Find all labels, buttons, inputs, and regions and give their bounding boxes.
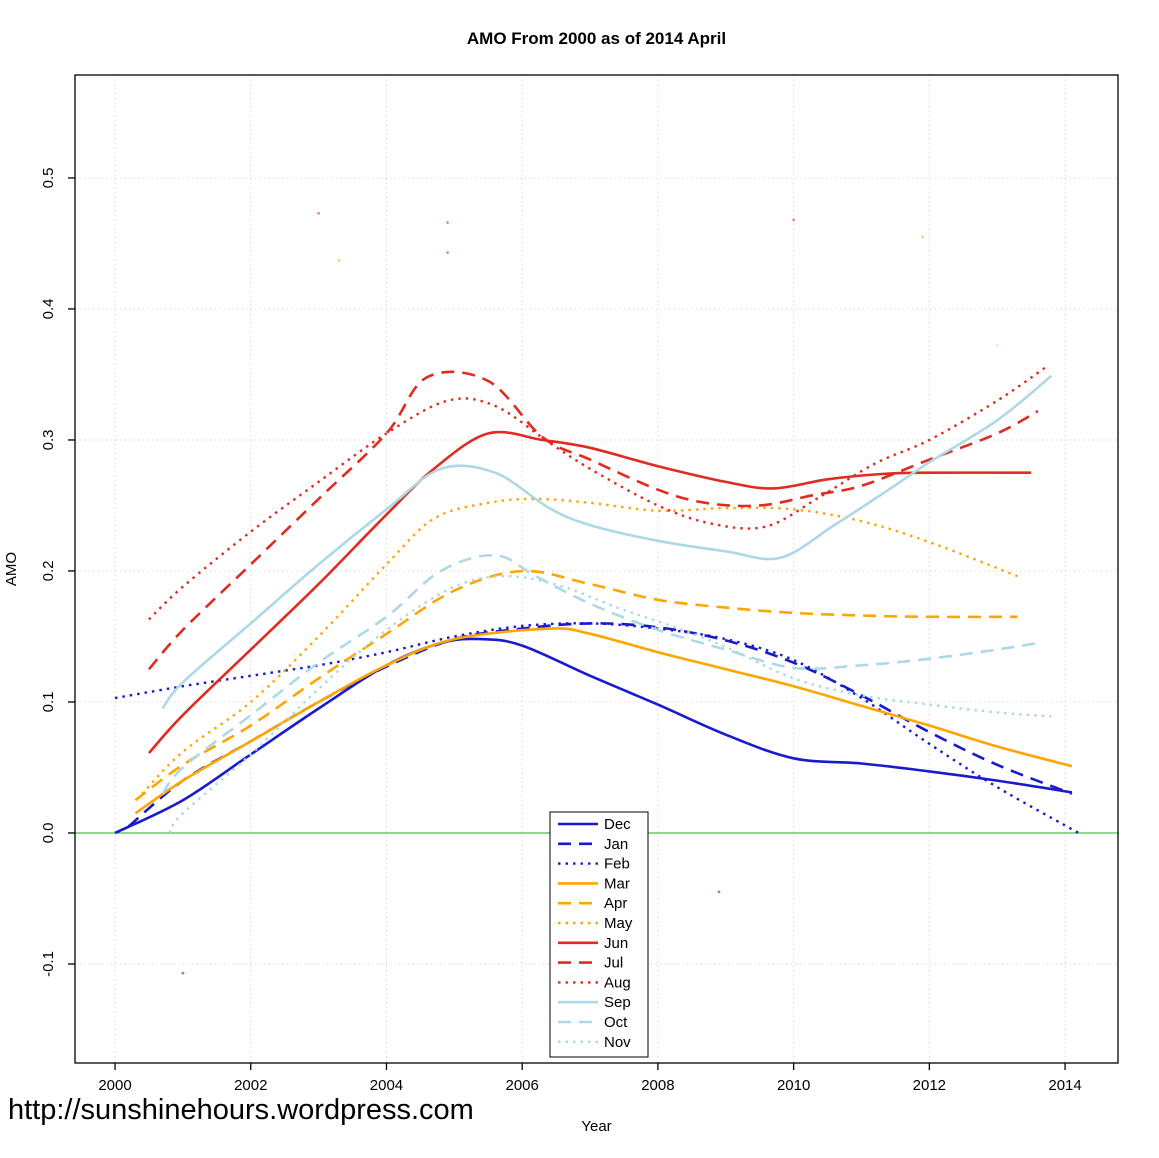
legend-label-mar: Mar	[604, 875, 630, 892]
y-tick-label: 0.0	[40, 823, 57, 844]
x-tick-label: 2004	[370, 1077, 403, 1094]
y-axis-label: AMO	[3, 552, 20, 586]
watermark-url: http://sunshinehours.wordpress.com	[8, 1094, 474, 1126]
stray-data-point	[317, 211, 321, 215]
stray-data-point	[792, 218, 796, 222]
series-line-aug	[148, 366, 1046, 621]
stray-data-point	[446, 221, 449, 224]
x-axis-label: Year	[581, 1118, 611, 1135]
plot-frame	[74, 74, 1119, 1064]
y-tick-label: -0.1	[40, 951, 57, 977]
y-tick-label: 0.1	[40, 692, 57, 713]
stray-data-point	[717, 890, 721, 894]
legend-box	[549, 811, 649, 1058]
stray-data-point	[995, 344, 999, 348]
x-tick-label: 2006	[506, 1077, 539, 1094]
stray-data-point	[921, 235, 924, 239]
legend-label-oct: Oct	[604, 1014, 628, 1031]
x-tick-label: 2002	[234, 1077, 267, 1094]
y-tick-label: 0.4	[40, 299, 57, 320]
series-line-jun	[147, 430, 1032, 754]
stray-data-point	[337, 259, 341, 262]
legend-label-jul: Jul	[604, 955, 623, 972]
stray-data-point	[181, 971, 185, 975]
legend-label-feb: Feb	[604, 856, 630, 873]
x-tick-label: 2014	[1048, 1077, 1081, 1094]
series-line-sep	[161, 374, 1053, 710]
legend-label-nov: Nov	[604, 1034, 631, 1051]
series-line-mar	[134, 627, 1073, 815]
x-tick-label: 2010	[777, 1077, 810, 1094]
chart-title: AMO From 2000 as of 2014 April	[467, 29, 726, 48]
series-line-oct	[161, 553, 1039, 795]
x-tick-label: 2000	[98, 1077, 131, 1094]
legend-label-apr: Apr	[604, 895, 627, 912]
x-tick-label: 2012	[913, 1077, 946, 1094]
series-line-dec	[114, 637, 1073, 835]
series-line-feb	[114, 622, 1080, 835]
y-tick-label: 0.5	[40, 168, 57, 189]
series-line-jul	[147, 370, 1039, 671]
y-tick-label: 0.3	[40, 430, 57, 451]
series-line-may	[141, 497, 1019, 795]
legend-label-may: May	[604, 915, 633, 932]
legend-label-jun: Jun	[604, 935, 628, 952]
series-line-apr	[134, 569, 1018, 802]
x-tick-label: 2008	[641, 1077, 674, 1094]
legend-label-dec: Dec	[604, 816, 631, 833]
legend-label-sep: Sep	[604, 994, 631, 1011]
legend-label-jan: Jan	[604, 836, 628, 853]
y-tick-label: 0.2	[40, 561, 57, 582]
stray-data-point	[446, 251, 449, 255]
legend-label-aug: Aug	[604, 974, 631, 991]
series-line-nov	[168, 574, 1052, 834]
